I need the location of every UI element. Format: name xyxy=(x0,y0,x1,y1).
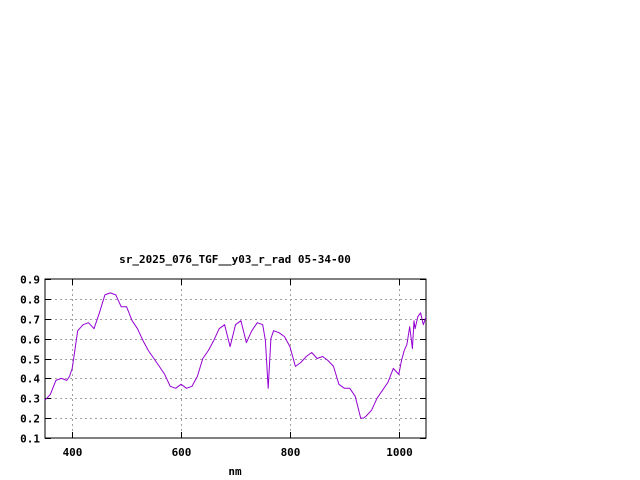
x-tick-label: 600 xyxy=(172,446,192,459)
series-group xyxy=(44,292,427,419)
y-tick-label: 0.4 xyxy=(20,373,40,386)
y-tick-label: 0.8 xyxy=(20,294,40,307)
y-tick-label: 0.6 xyxy=(20,334,40,347)
x-tick-label: 400 xyxy=(63,446,83,459)
grid-lines xyxy=(45,279,426,438)
x-axis-ticks: 400 600 800 1000 xyxy=(63,279,413,459)
chart-title: sr_2025_076_TGF__y03_r_rad 05-34-00 xyxy=(119,253,351,266)
plot-frame xyxy=(44,278,427,439)
x-axis-label: nm xyxy=(228,465,242,478)
y-tick-label: 0.3 xyxy=(20,393,40,406)
y-tick-label: 0.9 xyxy=(20,274,40,287)
y-tick-label: 0.5 xyxy=(20,354,40,367)
x-tick-label: 800 xyxy=(281,446,301,459)
y-tick-label: 0.1 xyxy=(20,433,40,446)
series-line xyxy=(44,292,427,419)
x-tick-label: 1000 xyxy=(386,446,413,459)
y-tick-label: 0.7 xyxy=(20,314,40,327)
y-tick-label: 0.2 xyxy=(20,413,40,426)
